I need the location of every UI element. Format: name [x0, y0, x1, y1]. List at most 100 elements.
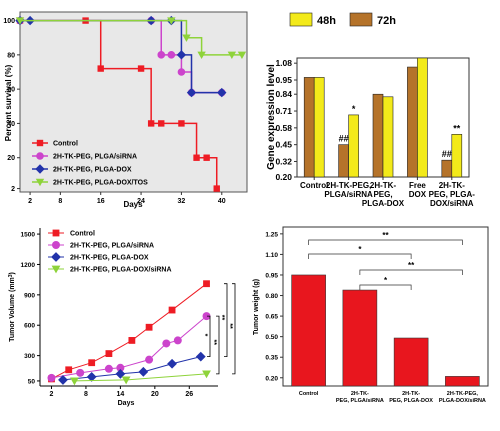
tumor-volume-point — [116, 363, 125, 372]
tumor-weight-bracket — [308, 239, 463, 245]
tumor-volume-y-tick-label: 300 — [24, 353, 35, 360]
gene-bar-48h — [348, 114, 359, 178]
tumor-volume-x-tick-label: 20 — [151, 391, 159, 398]
survival-point — [167, 51, 176, 59]
survival-x-tick-label: 2 — [28, 198, 32, 205]
tumor-volume-point — [121, 376, 131, 385]
survival-plot-frame — [19, 11, 248, 193]
survival-point — [217, 87, 227, 98]
tumor-volume-point — [47, 373, 56, 382]
tumor-weight-y-tick-label: 0.80 — [265, 293, 278, 300]
tumor-volume-point — [70, 377, 79, 386]
gene-expression-panel: Gene expression level 0.20 0.32 0.45 0.58 0.… — [266, 12, 476, 208]
gene-category-label: 2H-TK-PEG, PLGA-DOX — [362, 181, 405, 208]
tumor-weight-y-tick-label: 0.20 — [265, 375, 278, 382]
survival-y-tick-label: 100 — [3, 18, 15, 25]
tumor-volume-x-tick-label: 2 — [50, 391, 54, 398]
gene-category-label: 2H-TK-PEG, PLGA-DOX/siRNA — [429, 181, 476, 208]
tumor-volume-bracket — [216, 315, 220, 375]
survival-x-axis-label: Days — [123, 200, 143, 209]
tumor-weight-significance-mark: ** — [382, 231, 389, 240]
survival-point — [237, 51, 247, 60]
tumor-weight-y-axis-label: Tumor weight (g) — [253, 279, 260, 335]
tumor-volume-significance-mark: ** — [218, 315, 225, 321]
tumor-volume-y-tick-label: 1200 — [21, 262, 36, 269]
tumor-volume-point — [58, 375, 68, 385]
tumor-weight-bar — [291, 274, 326, 387]
tumor-volume-series-line-2h-tk-peg-plga-sirna — [51, 315, 207, 379]
tumor-weight-significance-mark: ** — [408, 261, 415, 270]
survival-point — [137, 65, 145, 72]
tumor-weight-y-tick-label: 0.35 — [265, 355, 278, 362]
survival-y-tick-label: 2 — [11, 186, 15, 193]
survival-point — [15, 17, 25, 25]
tumor-volume-legend-marker — [51, 252, 61, 262]
survival-x-tick-label: 16 — [97, 198, 105, 205]
gene-bar-72h — [372, 93, 384, 178]
gene-y-tick-label: 0.20 — [275, 172, 292, 182]
survival-point — [186, 87, 197, 98]
survival-point — [227, 51, 237, 60]
gene-legend-label: 72h — [377, 15, 396, 27]
survival-point — [177, 68, 186, 76]
survival-x-tick-label: 8 — [58, 198, 62, 205]
tumor-weight-category-label: 2H-TK-PEG, PLGA/siRNA — [336, 391, 384, 404]
survival-point — [182, 34, 191, 42]
tumor-volume-significance-mark: * — [201, 334, 208, 337]
gene-legend-swatch-72h — [349, 12, 373, 27]
tumor-volume-point — [168, 306, 176, 314]
survival-legend-label: Control — [53, 141, 78, 148]
tumor-volume-point — [162, 339, 171, 348]
tumor-weight-y-tick-label: 0.50 — [265, 334, 278, 341]
tumor-volume-x-tick-label: 14 — [116, 391, 124, 398]
gene-y-tick-label: 0.71 — [275, 106, 292, 116]
tumor-weight-bar — [393, 337, 429, 387]
gene-legend-swatch-48h — [289, 12, 313, 27]
tumor-volume-bracket — [224, 283, 228, 358]
tumor-volume-y-tick-label: 600 — [24, 323, 35, 330]
survival-point — [213, 185, 220, 192]
tumor-weight-y-tick-label: 0.65 — [265, 314, 278, 321]
tumor-volume-legend-label: Control — [70, 231, 95, 238]
survival-point — [158, 120, 165, 127]
tumor-volume-point — [202, 370, 211, 379]
survival-y-tick-label: 80 — [7, 52, 15, 59]
survival-y-tick-label: 40 — [7, 121, 15, 128]
tumor-volume-y-axis-label: Tumor Volume (mm3) — [8, 272, 16, 342]
tumor-weight-bracket — [308, 253, 412, 259]
survival-legend-label: 2H-TK-PEG, PLGA-DOX — [53, 167, 132, 174]
gene-bar-48h — [313, 77, 325, 178]
tumor-weight-y-tick-label: 1.25 — [265, 231, 278, 238]
tumor-volume-point — [145, 323, 153, 331]
gene-y-tick-label: 0.84 — [275, 89, 292, 99]
survival-point — [193, 154, 200, 161]
survival-y-axis-label: Percent survival (%) — [4, 64, 13, 141]
tumor-volume-point — [138, 366, 149, 377]
tumor-weight-bar — [342, 289, 378, 387]
tumor-weight-bracket — [359, 269, 463, 275]
survival-point — [157, 51, 166, 59]
survival-legend-label: 2H-TK-PEG, PLGA-DOX/TOS — [53, 180, 148, 187]
tumor-volume-legend-label: 2H-TK-PEG, PLGA-DOX/siRNA — [70, 267, 172, 274]
tumor-volume-point — [195, 351, 206, 362]
gene-expression-y-axis-label: Gene expression level — [266, 64, 277, 170]
tumor-volume-y-tick-label: 1500 — [21, 232, 36, 239]
gene-category-label: Control — [300, 181, 328, 190]
survival-point — [203, 154, 210, 161]
survival-x-tick-label: 32 — [178, 198, 186, 205]
survival-point — [176, 50, 187, 60]
tumor-volume-series-line-2h-tk-peg-plga-dox — [62, 356, 201, 381]
tumor-volume-y-tick-label: 900 — [24, 292, 35, 299]
tumor-volume-point — [167, 358, 177, 369]
tumor-volume-point — [203, 280, 210, 288]
tumor-volume-legend-marker — [52, 229, 60, 237]
tumor-volume-bracket — [207, 315, 211, 358]
tumor-volume-point — [145, 355, 154, 364]
survival-x-tick-label: 40 — [218, 198, 226, 205]
survival-panel: Percent survival (%) Days 2 8 16 24 32 40 2 20 4… — [3, 11, 248, 209]
tumor-volume-legend-marker — [51, 265, 61, 274]
survival-legend-marker — [35, 164, 45, 174]
tumor-weight-significance-mark: * — [358, 245, 362, 254]
tumor-volume-point — [105, 350, 113, 357]
